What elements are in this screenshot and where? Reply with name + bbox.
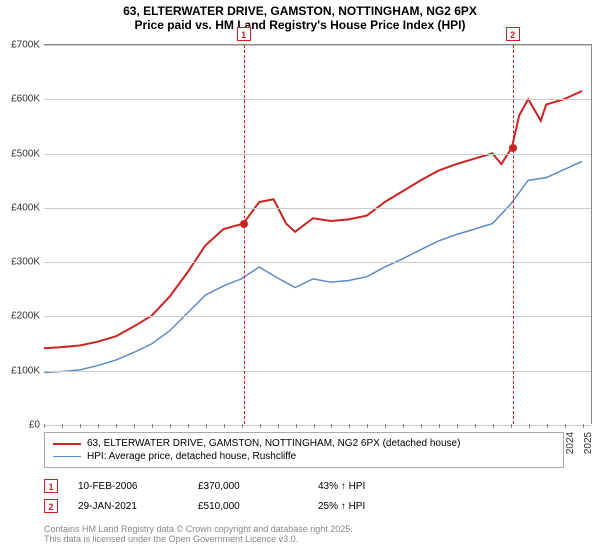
y-tick-label: £300K (0, 257, 40, 268)
transactions-table: 1 10-FEB-2006 £370,000 43% ↑ HPI 2 29-JAN-202… (44, 476, 564, 516)
series-hpi (44, 161, 582, 372)
x-tick (385, 424, 386, 428)
x-tick (403, 424, 404, 428)
x-tick (296, 424, 297, 428)
x-tick (152, 424, 153, 428)
legend-swatch (53, 456, 81, 457)
chart-container: 63, ELTERWATER DRIVE, GAMSTON, NOTTINGHA… (0, 0, 600, 560)
transaction-pct: 43% ↑ HPI (318, 481, 418, 492)
x-tick (188, 424, 189, 428)
gridline (44, 262, 591, 263)
y-tick-label: £400K (0, 202, 40, 213)
transaction-date: 10-FEB-2006 (78, 481, 178, 492)
attribution-line2: This data is licensed under the Open Gov… (44, 534, 353, 544)
x-tick (367, 424, 368, 428)
y-tick-label: £0 (0, 420, 40, 431)
legend-box: 63, ELTERWATER DRIVE, GAMSTON, NOTTINGHA… (44, 432, 564, 468)
x-tick (457, 424, 458, 428)
x-tick (278, 424, 279, 428)
legend-swatch (53, 443, 81, 445)
y-tick-label: £700K (0, 40, 40, 51)
y-tick-label: £500K (0, 148, 40, 159)
x-tick (224, 424, 225, 428)
gridline (44, 316, 591, 317)
x-tick (493, 424, 494, 428)
transaction-date: 29-JAN-2021 (78, 501, 178, 512)
attribution: Contains HM Land Registry data © Crown c… (44, 524, 353, 544)
legend-item: 63, ELTERWATER DRIVE, GAMSTON, NOTTINGHA… (53, 437, 555, 450)
gridline (44, 154, 591, 155)
x-tick (511, 424, 512, 428)
gridline (44, 371, 591, 372)
marker-badge: 2 (506, 27, 520, 41)
chart-area: £0£100K£200K£300K£400K£500K£600K£700K199… (44, 44, 592, 424)
marker-dot (509, 144, 517, 152)
legend-item: HPI: Average price, detached house, Rush… (53, 450, 555, 463)
x-tick (98, 424, 99, 428)
y-tick-label: £600K (0, 94, 40, 105)
x-tick (475, 424, 476, 428)
x-tick (529, 424, 530, 428)
gridline (44, 208, 591, 209)
transaction-badge: 1 (44, 479, 58, 493)
x-tick-label: 2025 (583, 432, 594, 454)
x-tick (331, 424, 332, 428)
transaction-badge: 2 (44, 499, 58, 513)
x-tick (349, 424, 350, 428)
transaction-row: 1 10-FEB-2006 £370,000 43% ↑ HPI (44, 476, 564, 496)
legend-label: HPI: Average price, detached house, Rush… (87, 451, 296, 462)
x-tick (421, 424, 422, 428)
legend-label: 63, ELTERWATER DRIVE, GAMSTON, NOTTINGHA… (87, 438, 460, 449)
x-tick-label: 2024 (565, 432, 576, 454)
transaction-price: £370,000 (198, 481, 298, 492)
x-tick (62, 424, 63, 428)
marker-dot (240, 220, 248, 228)
attribution-line1: Contains HM Land Registry data © Crown c… (44, 524, 353, 534)
x-tick (206, 424, 207, 428)
y-tick-label: £100K (0, 365, 40, 376)
x-tick (134, 424, 135, 428)
x-tick (439, 424, 440, 428)
marker-line (244, 45, 245, 424)
x-tick (80, 424, 81, 428)
x-tick (44, 424, 45, 428)
gridline (44, 99, 591, 100)
x-tick (116, 424, 117, 428)
x-tick (260, 424, 261, 428)
transaction-row: 2 29-JAN-2021 £510,000 25% ↑ HPI (44, 496, 564, 516)
x-tick (170, 424, 171, 428)
transaction-pct: 25% ↑ HPI (318, 501, 418, 512)
title-line2: Price paid vs. HM Land Registry's House … (10, 18, 590, 32)
series-price_paid (44, 91, 582, 348)
x-tick (565, 424, 566, 428)
gridline (44, 425, 591, 426)
x-tick (314, 424, 315, 428)
marker-badge: 1 (237, 27, 251, 41)
plot-svg (44, 45, 591, 424)
marker-line (513, 45, 514, 424)
gridline (44, 45, 591, 46)
x-tick (583, 424, 584, 428)
x-tick (547, 424, 548, 428)
title-line1: 63, ELTERWATER DRIVE, GAMSTON, NOTTINGHA… (10, 4, 590, 18)
x-tick (242, 424, 243, 428)
transaction-price: £510,000 (198, 501, 298, 512)
y-tick-label: £200K (0, 311, 40, 322)
